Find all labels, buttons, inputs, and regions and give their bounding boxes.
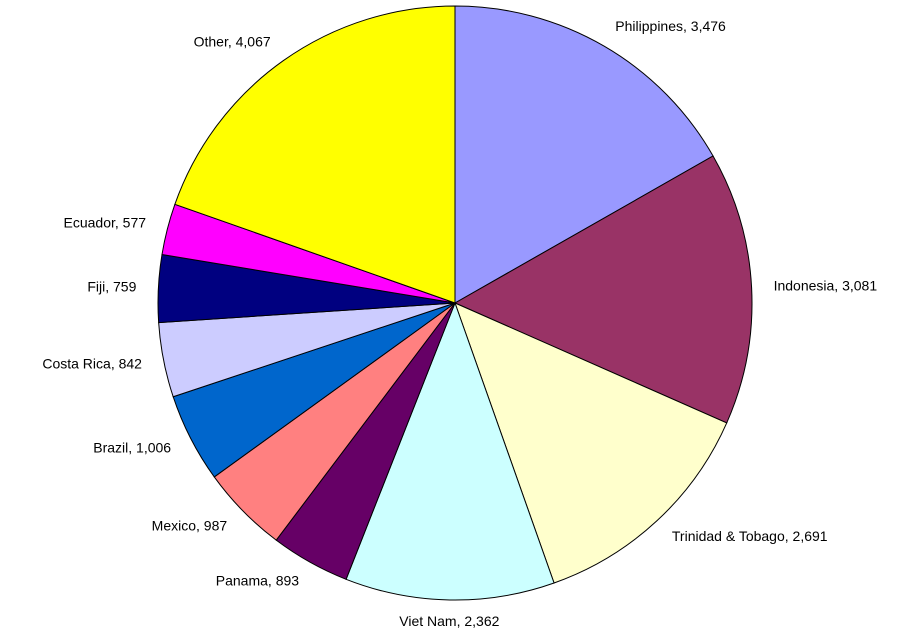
slice-label: Brazil, 1,006 [93,439,171,455]
slice-label: Viet Nam, 2,362 [399,613,499,629]
separator: , [683,18,691,34]
slice-label: Fiji, 759 [87,278,136,294]
value-label: 4,067 [236,33,271,49]
slice-label: Indonesia, 3,081 [774,277,878,293]
value-label: 987 [204,517,228,533]
pie-slice [454,5,714,304]
slice-label: Other, 4,067 [194,33,271,49]
value-label: 2,362 [464,613,499,629]
category-label: Ecuador [64,214,116,230]
category-label: Indonesia [774,277,835,293]
separator: , [228,33,236,49]
category-label: Costa Rica [42,355,111,371]
category-label: Mexico [152,517,197,533]
slice-label: Costa Rica, 842 [42,355,142,371]
separator: , [105,278,113,294]
separator: , [457,613,465,629]
value-label: 759 [113,278,137,294]
separator: , [111,355,119,371]
value-label: 577 [123,214,147,230]
pie-slice [453,155,753,424]
pie-slice [345,301,555,601]
slice-label: Trinidad & Tobago, 2,691 [672,528,828,544]
slice-label: Philippines, 3,476 [615,18,726,34]
pie-slice [454,302,728,584]
value-label: 1,006 [136,439,171,455]
value-label: 2,691 [793,528,828,544]
category-label: Philippines [615,18,683,34]
category-label: Panama [216,572,268,588]
value-label: 3,476 [691,18,726,34]
separator: , [115,214,123,230]
category-label: Fiji [87,278,105,294]
separator: , [196,517,204,533]
slice-label: Mexico, 987 [152,517,228,533]
category-label: Brazil [93,439,128,455]
separator: , [834,277,842,293]
separator: , [128,439,136,455]
slice-label: Ecuador, 577 [64,214,147,230]
value-label: 893 [276,572,300,588]
slice-label: Panama, 893 [216,572,300,588]
separator: , [268,572,276,588]
separator: , [785,528,793,544]
pie-slice [174,5,456,304]
value-label: 3,081 [842,277,877,293]
category-label: Viet Nam [399,613,456,629]
value-label: 842 [119,355,143,371]
category-label: Trinidad & Tobago [672,528,785,544]
category-label: Other [194,33,229,49]
